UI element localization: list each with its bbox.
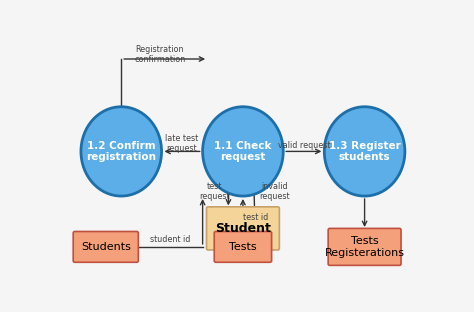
Text: student id: student id <box>150 235 190 244</box>
FancyBboxPatch shape <box>328 228 401 266</box>
Text: test id: test id <box>243 213 268 222</box>
FancyBboxPatch shape <box>207 207 279 250</box>
Ellipse shape <box>324 107 405 196</box>
Text: test
request: test request <box>199 182 229 201</box>
FancyBboxPatch shape <box>73 232 138 262</box>
Text: 1.2 Confirm
registration: 1.2 Confirm registration <box>86 141 156 162</box>
Text: Tests: Tests <box>229 242 257 252</box>
FancyBboxPatch shape <box>214 232 272 262</box>
Text: Tests
Registerations: Tests Registerations <box>325 236 405 258</box>
Ellipse shape <box>202 107 283 196</box>
Text: Student: Student <box>215 222 271 235</box>
Text: Students: Students <box>81 242 131 252</box>
Text: 1.3 Register
students: 1.3 Register students <box>329 141 401 162</box>
Text: invalid
request: invalid request <box>259 182 290 201</box>
Ellipse shape <box>81 107 162 196</box>
Text: valid request: valid request <box>278 141 330 150</box>
Text: 1.1 Check
request: 1.1 Check request <box>214 141 272 162</box>
Text: late test
request: late test request <box>165 134 198 154</box>
Text: Registration
confirmation: Registration confirmation <box>134 45 186 64</box>
